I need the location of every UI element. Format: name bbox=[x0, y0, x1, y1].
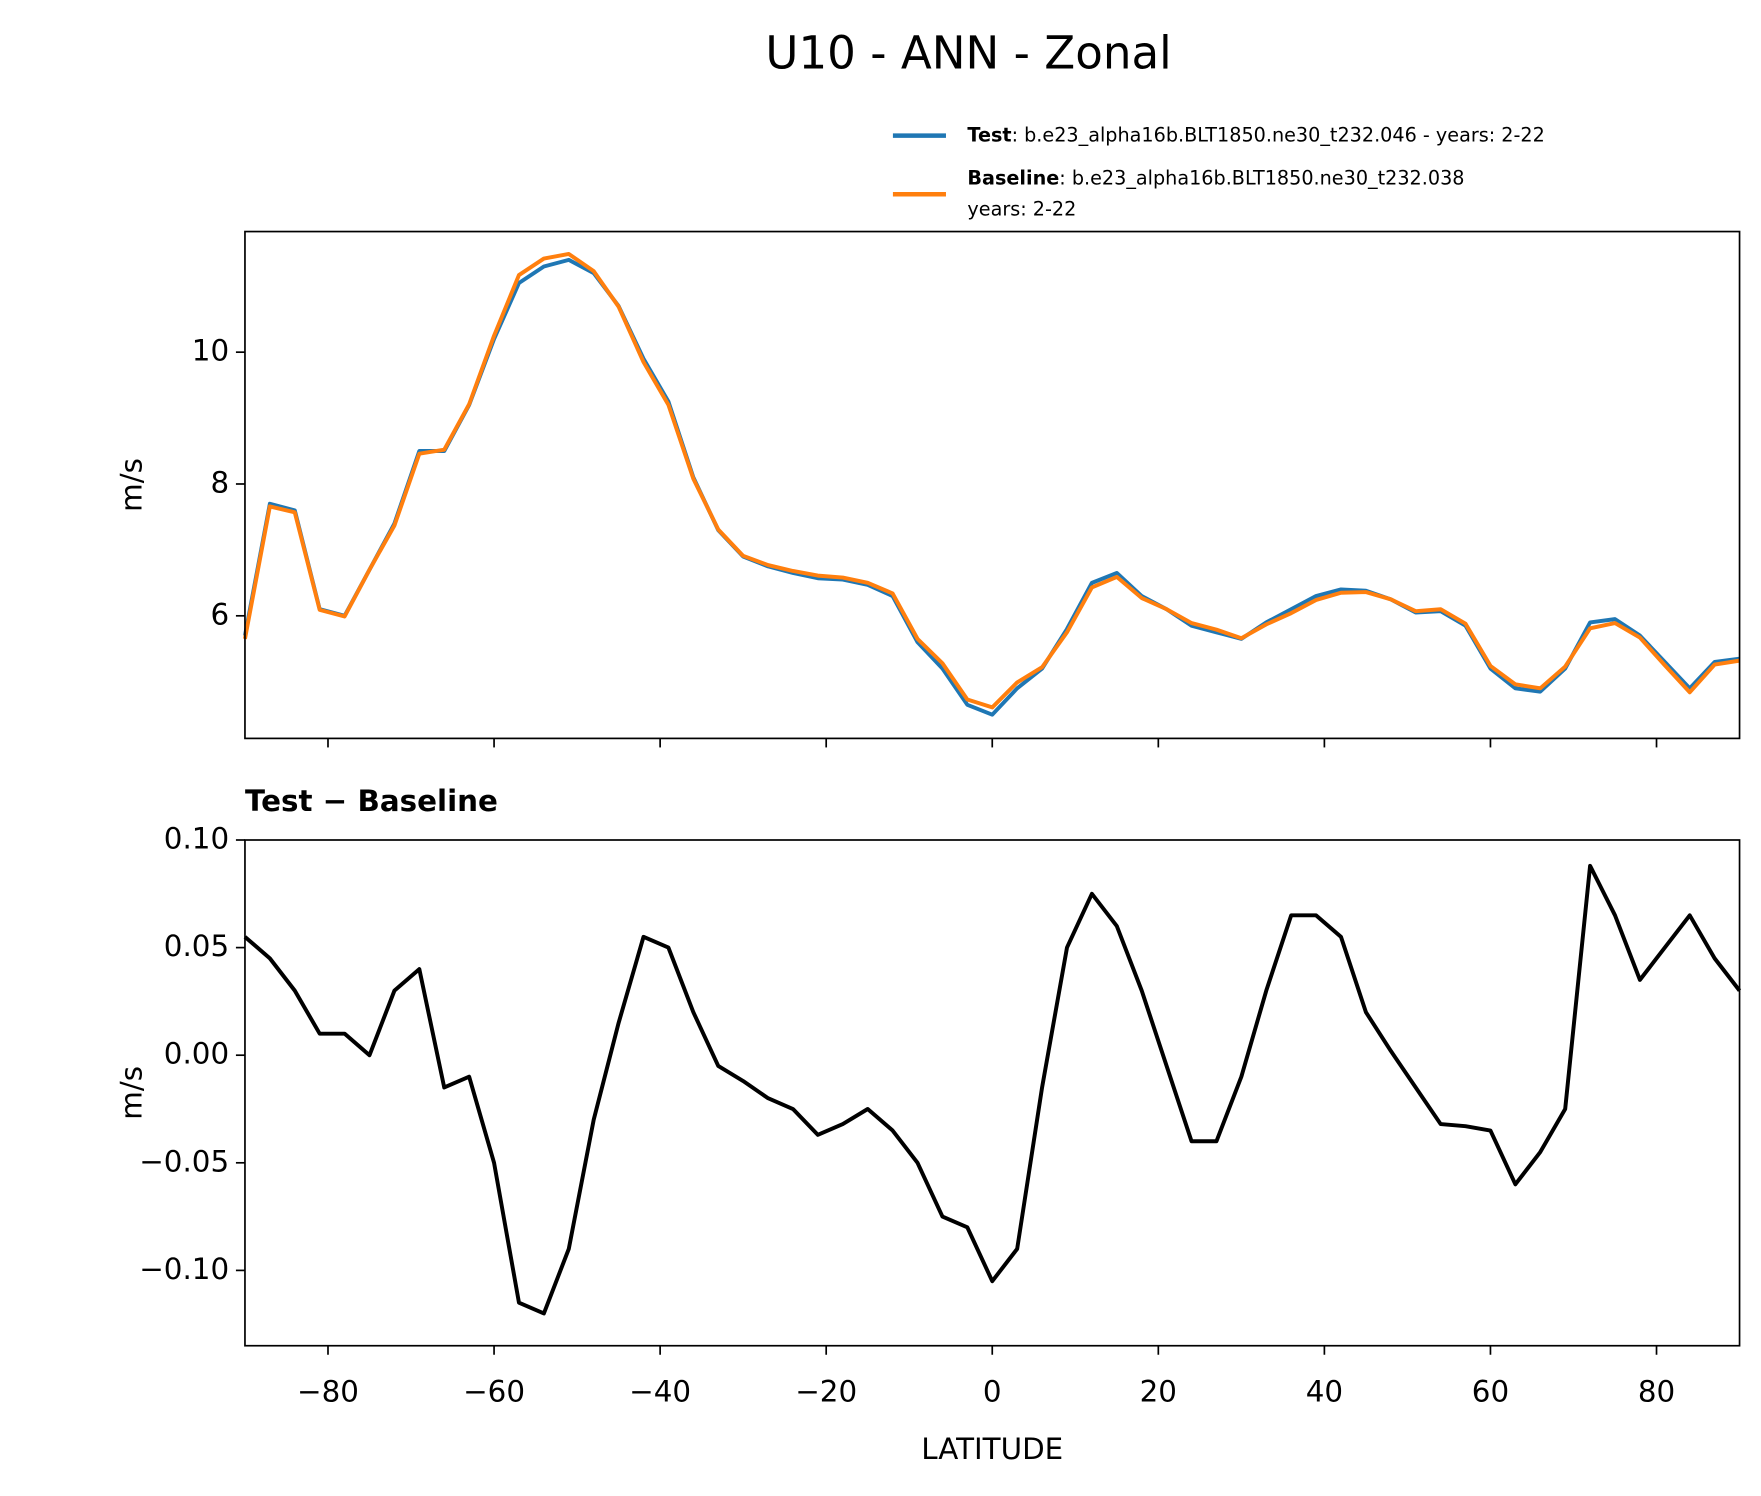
legend-name: Test bbox=[967, 123, 1011, 146]
y-tick-label: 6 bbox=[210, 597, 229, 631]
y-axis-label: m/s bbox=[115, 458, 149, 512]
plot-frame bbox=[244, 230, 1741, 740]
x-tick-label: 60 bbox=[1472, 1375, 1509, 1409]
legend-text: : b.e23_alpha16b.BLT1850.ne30_t232.038 bbox=[1059, 166, 1464, 189]
y-tick-label: 0.00 bbox=[164, 1037, 229, 1071]
x-tick-label: −20 bbox=[795, 1375, 857, 1409]
x-axis-label: LATITUDE bbox=[921, 1432, 1063, 1466]
x-tick-label: −80 bbox=[297, 1375, 359, 1409]
series-line bbox=[243, 251, 1740, 710]
legend-text: : b.e23_alpha16b.BLT1850.ne30_t232.046 -… bbox=[1012, 123, 1545, 146]
figure-title: U10 - ANN - Zonal bbox=[765, 27, 1171, 80]
legend-name: Baseline bbox=[967, 166, 1059, 189]
x-tick-label: 0 bbox=[983, 1375, 1002, 1409]
y-tick-label: −0.10 bbox=[139, 1252, 229, 1286]
x-tick-label: 20 bbox=[1140, 1375, 1177, 1409]
y-tick-label: 0.05 bbox=[164, 929, 229, 963]
x-tick-label: 80 bbox=[1638, 1375, 1675, 1409]
y-tick-label: 10 bbox=[192, 334, 229, 368]
y-tick-label: −0.05 bbox=[139, 1144, 229, 1178]
y-axis-label: m/s bbox=[115, 1066, 149, 1120]
plot-frame bbox=[244, 839, 1741, 1347]
legend-label: Test: b.e23_alpha16b.BLT1850.ne30_t232.0… bbox=[967, 123, 1544, 146]
x-tick-label: −40 bbox=[629, 1375, 691, 1409]
x-tick-label: −60 bbox=[463, 1375, 525, 1409]
series-line bbox=[243, 863, 1742, 1316]
legend-text: years: 2-22 bbox=[967, 198, 1076, 221]
y-tick-label: 8 bbox=[210, 465, 229, 499]
legend-label: Baseline: b.e23_alpha16b.BLT1850.ne30_t2… bbox=[967, 166, 1464, 189]
panel-title: Test − Baseline bbox=[245, 784, 498, 818]
y-tick-label: 0.10 bbox=[164, 822, 229, 856]
series-line bbox=[243, 257, 1740, 717]
x-tick-label: 40 bbox=[1306, 1375, 1343, 1409]
